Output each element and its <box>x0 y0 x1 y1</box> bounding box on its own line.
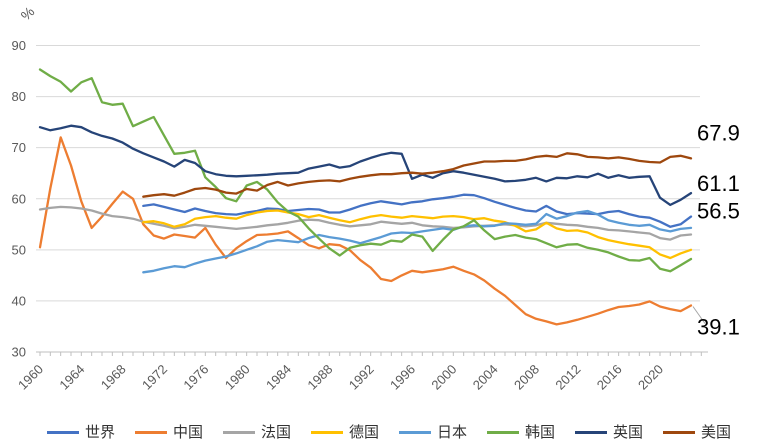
end-value-label-美国: 67.9 <box>697 120 740 145</box>
end-value-label-中国: 39.1 <box>697 315 740 340</box>
y-tick-label-50: 50 <box>12 242 26 257</box>
x-tick-label-2020: 2020 <box>635 362 666 393</box>
x-tick-label-1980: 1980 <box>222 362 253 393</box>
legend-label-世界: 世界 <box>84 424 115 441</box>
x-tick-label-1996: 1996 <box>387 362 418 393</box>
legend-swatch-德国 <box>310 431 343 434</box>
y-tick-label-30: 30 <box>12 345 26 360</box>
x-tick-label-1984: 1984 <box>263 362 294 393</box>
legend-label-中国: 中国 <box>172 424 203 441</box>
legend-label-日本: 日本 <box>437 424 468 441</box>
legend-label-韩国: 韩国 <box>525 424 556 441</box>
annotation-leader-line <box>692 306 706 324</box>
legend-item-韩国: 韩国 <box>487 425 555 440</box>
legend-item-美国: 美国 <box>663 425 731 440</box>
x-tick-label-1972: 1972 <box>139 362 170 393</box>
line-chart-canvas: 30 40 50 60 70 80 90% 1960 1964 1968 1972 1976 1980 1… <box>12 3 740 393</box>
legend-label-法国: 法国 <box>260 424 291 441</box>
x-tick-label-1964: 1964 <box>56 362 87 393</box>
legend-item-英国: 英国 <box>575 425 643 440</box>
legend-item-中国: 中国 <box>134 424 203 441</box>
legend-item-世界: 世界 <box>46 424 115 441</box>
x-tick-label-1968: 1968 <box>98 362 129 393</box>
series-line-韩国 <box>38 68 693 273</box>
legend-label-英国: 英国 <box>613 424 644 441</box>
y-tick-label-40: 40 <box>12 293 26 308</box>
legend-item-法国: 法国 <box>222 424 291 441</box>
series-line-德国 <box>142 209 693 260</box>
legend-swatch-世界 <box>46 431 79 434</box>
legend-swatch-中国 <box>134 431 167 434</box>
x-tick-label-1960: 1960 <box>15 362 46 393</box>
legend-swatch-法国 <box>222 431 255 434</box>
legend-item-德国: 德国 <box>310 424 379 441</box>
series-line-美国 <box>142 152 693 198</box>
y-tick-label-70: 70 <box>12 140 26 155</box>
legend-label-美国: 美国 <box>701 424 732 441</box>
legend-label-德国: 德国 <box>348 424 379 441</box>
x-tick-label-2004: 2004 <box>470 362 501 393</box>
series-line-日本 <box>142 209 693 274</box>
end-value-label-英国: 61.1 <box>697 171 740 196</box>
x-tick-label-1992: 1992 <box>346 362 377 393</box>
series-line-世界 <box>142 193 693 228</box>
y-tick-label-80: 80 <box>12 89 26 104</box>
x-tick-label-1988: 1988 <box>304 362 335 393</box>
x-tick-label-2016: 2016 <box>594 362 625 393</box>
series-line-英国 <box>38 124 693 207</box>
y-axis-unit-label: % <box>17 3 37 23</box>
legend-swatch-美国 <box>663 431 696 434</box>
x-tick-label-2000: 2000 <box>428 362 459 393</box>
end-value-label-世界: 56.5 <box>697 199 740 224</box>
series-line-中国 <box>38 136 693 326</box>
y-tick-label-90: 90 <box>12 38 26 53</box>
x-tick-label-2012: 2012 <box>552 362 583 393</box>
chart-legend: 世界 中国 法国 德国 日本 韩国 英国 美国 <box>0 425 778 440</box>
x-tick-label-2008: 2008 <box>511 362 542 393</box>
legend-item-日本: 日本 <box>399 425 467 440</box>
legend-swatch-韩国 <box>487 431 520 434</box>
legend-swatch-日本 <box>399 431 431 434</box>
legend-swatch-英国 <box>575 431 608 434</box>
x-tick-label-1976: 1976 <box>180 362 211 393</box>
y-tick-label-60: 60 <box>12 191 26 206</box>
